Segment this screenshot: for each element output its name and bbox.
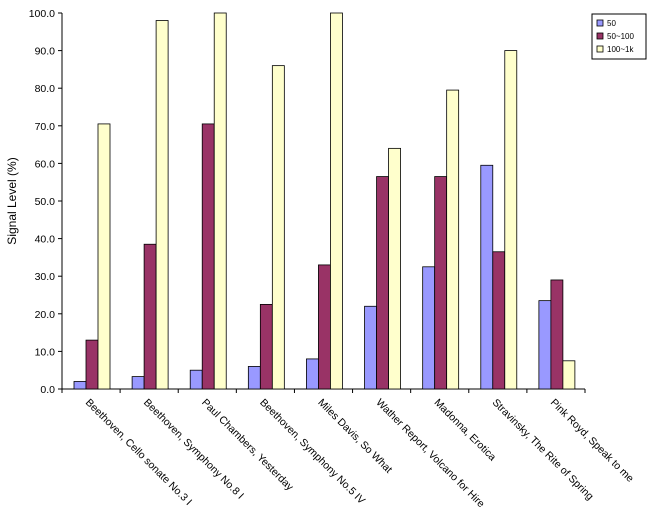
bar-4-0 — [306, 358, 319, 390]
x-category-label: Beethoven, Symphony No.5 IV — [257, 397, 367, 507]
legend-swatch — [596, 32, 604, 40]
legend: 50 50~100 100~1k — [591, 13, 647, 60]
x-category-label: Stravinsky, The Rite of Spring — [490, 397, 596, 503]
legend-label: 100~1k — [607, 45, 634, 54]
bars-group — [61, 12, 586, 393]
y-tick-label: 10.0 — [35, 346, 56, 358]
bar-8-1 — [550, 279, 564, 390]
y-tick-label: 60.0 — [35, 158, 56, 170]
bar-7-2 — [504, 50, 518, 390]
bar-5-2 — [388, 147, 401, 390]
y-tick-label: 40.0 — [35, 234, 56, 246]
bar-6-2 — [446, 89, 460, 390]
bar-6-0 — [422, 266, 436, 390]
x-category-label: Madonna, Erotica — [432, 397, 499, 464]
y-axis-title: Signal Level (%) — [5, 157, 19, 244]
y-tick-label: 90.0 — [35, 46, 56, 58]
bar-7-1 — [492, 251, 506, 390]
bar-5-0 — [364, 305, 377, 390]
legend-label: 50 — [607, 19, 616, 28]
bar-4-2 — [330, 12, 343, 390]
legend-swatch — [596, 19, 604, 27]
legend-label: 50~100 — [607, 32, 634, 41]
x-category-label: Wather Report, Volcano for Hire — [373, 397, 487, 511]
legend-swatch — [596, 45, 604, 53]
bar-5-1 — [376, 176, 389, 390]
x-category-label: Beethoven, Cello sonate No.3 I — [83, 397, 194, 508]
bar-6-1 — [434, 176, 448, 390]
y-axis-ticks: 0.0 10.0 20.0 30.0 40.0 50.0 60.0 70.0 80.0 90.0 1… — [29, 8, 62, 396]
bar-0-2 — [97, 123, 111, 390]
bar-8-0 — [538, 300, 552, 390]
bar-1-0 — [131, 376, 145, 390]
bar-7-0 — [480, 164, 494, 390]
bar-1-2 — [155, 20, 169, 390]
y-tick-label: 100.0 — [29, 8, 55, 20]
x-axis-labels: Beethoven, Cello sonate No.3 IBeethoven,… — [83, 397, 636, 511]
x-category-label: Beethoven, Symphony No.8 I — [141, 397, 246, 502]
y-tick-label: 50.0 — [35, 196, 56, 208]
y-tick-label: 20.0 — [35, 309, 56, 321]
bar-2-1 — [201, 123, 215, 390]
y-tick-label: 30.0 — [35, 271, 56, 283]
bar-2-2 — [213, 12, 227, 390]
bar-2-0 — [189, 369, 203, 390]
bar-8-2 — [562, 360, 576, 390]
bar-3-0 — [247, 366, 261, 390]
bar-1-1 — [143, 243, 157, 390]
bar-4-1 — [318, 264, 331, 390]
y-tick-label: 70.0 — [35, 121, 56, 133]
bar-3-1 — [259, 303, 273, 390]
bar-0-0 — [73, 381, 87, 390]
bar-0-1 — [85, 339, 99, 390]
y-tick-label: 80.0 — [35, 83, 56, 95]
y-tick-label: 0.0 — [40, 384, 55, 396]
bar-3-2 — [271, 65, 285, 390]
